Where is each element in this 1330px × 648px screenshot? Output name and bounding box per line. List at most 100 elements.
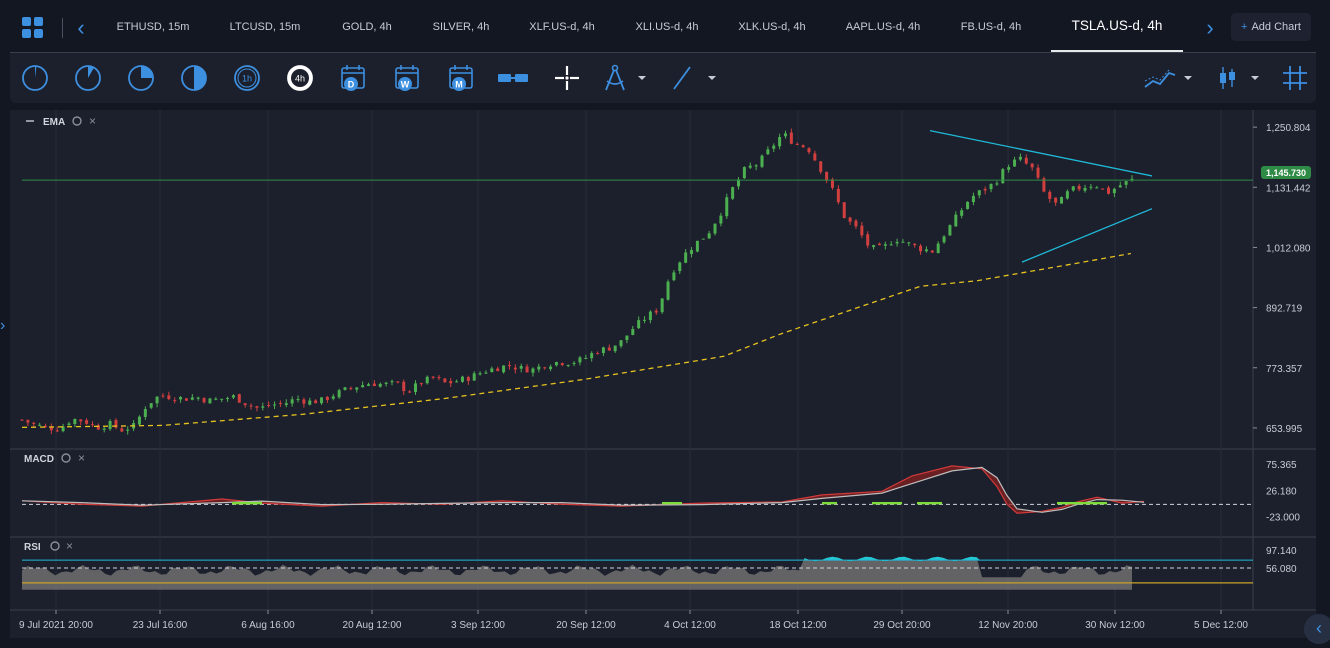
candle-body — [61, 426, 65, 432]
settings-icon[interactable] — [50, 541, 60, 551]
tab-ethusd[interactable]: ETHUSD, 15m — [116, 21, 190, 33]
candle-body — [1112, 188, 1116, 194]
candle-body — [983, 189, 987, 191]
close-icon[interactable]: × — [66, 539, 73, 553]
crosshair-icon[interactable] — [552, 63, 582, 93]
candle-body — [631, 329, 635, 335]
candle-body — [643, 319, 647, 321]
period-monthly-icon[interactable]: M — [447, 63, 477, 93]
chart-toolbar: 1h 4h D W M — [10, 53, 1316, 103]
grid-toggle-icon[interactable] — [1280, 63, 1310, 93]
candle-body — [619, 340, 623, 347]
tab-fb[interactable]: FB.US-d, 4h — [960, 21, 1022, 33]
chart-container[interactable]: EMA × MACD × RSI × 1,250.804 1,131.442 1,0… — [10, 110, 1316, 638]
tab-xli[interactable]: XLI.US-d, 4h — [635, 21, 699, 33]
candle-body — [525, 366, 529, 373]
candle-body — [742, 167, 746, 179]
candle-body — [719, 215, 723, 224]
macd-pane — [21, 465, 1253, 514]
sidebar-expand-icon[interactable]: › — [0, 317, 6, 334]
candle-body — [273, 404, 277, 406]
candle-body — [584, 357, 588, 359]
candle-body — [243, 403, 247, 406]
tab-xlk[interactable]: XLK.US-d, 4h — [738, 21, 806, 33]
apps-grid-icon[interactable] — [22, 17, 44, 39]
tab-gold[interactable]: GOLD, 4h — [342, 21, 392, 33]
settings-icon[interactable] — [61, 453, 71, 463]
candle-body — [220, 398, 224, 400]
candle-body — [284, 403, 288, 405]
time-tick-label: 20 Sep 12:00 — [556, 620, 616, 631]
candle-body — [801, 145, 805, 148]
trendline-tool-icon[interactable] — [668, 63, 720, 93]
timeframe-30m-icon[interactable] — [179, 63, 209, 93]
timeframe-4h-icon[interactable]: 4h — [285, 63, 315, 93]
tabs-scroll-left-icon[interactable]: ‹ — [77, 15, 85, 40]
vertical-gridlines — [55, 110, 1222, 610]
candle-body — [49, 427, 53, 431]
candle-body — [778, 137, 782, 147]
timeframe-1m-icon[interactable] — [20, 63, 50, 93]
tab-aapl[interactable]: AAPL.US-d, 4h — [845, 21, 921, 33]
price-chart[interactable]: EMA × MACD × RSI × 1,250.804 1,131.442 1,0… — [10, 110, 1316, 638]
candle-body — [866, 234, 870, 246]
timeframe-1h-icon[interactable]: 1h — [232, 63, 262, 93]
candle-body — [337, 390, 341, 398]
trendline-upper[interactable] — [929, 129, 1153, 177]
tab-ltcusd[interactable]: LTCUSD, 15m — [229, 21, 301, 33]
timeframe-5m-icon[interactable] — [73, 63, 103, 93]
candle-body — [672, 272, 676, 281]
candle-body — [737, 179, 741, 187]
price-tick-label: 1,012.080 — [1266, 243, 1311, 254]
tabs-scroll-right-icon[interactable]: › — [1206, 15, 1214, 40]
period-monthly-label: M — [455, 80, 463, 90]
fit-range-icon[interactable] — [497, 63, 529, 93]
candle-body — [466, 377, 470, 381]
macd-positive-bar — [822, 501, 837, 505]
candle-body — [684, 252, 688, 263]
candle-body — [872, 245, 876, 248]
ema-label: EMA — [43, 117, 65, 128]
candle-body — [760, 155, 764, 167]
period-weekly-icon[interactable]: W — [393, 63, 423, 93]
time-tick-label: 20 Aug 12:00 — [343, 620, 402, 631]
candle-body — [519, 366, 523, 369]
trendline-lower[interactable] — [1021, 208, 1153, 263]
chart-style-line-icon[interactable] — [1143, 63, 1193, 93]
period-daily-icon[interactable]: D — [339, 63, 369, 93]
candle-body — [314, 400, 318, 404]
close-icon[interactable]: × — [89, 114, 96, 128]
settings-icon[interactable] — [72, 116, 82, 126]
candle-body — [472, 373, 476, 381]
close-icon[interactable]: × — [78, 451, 85, 465]
candle-type-icon[interactable] — [1215, 63, 1261, 93]
candle-body — [261, 406, 265, 408]
price-axis: 1,250.804 1,131.442 1,012.080 892.719 773.35… — [1253, 123, 1311, 435]
candle-body — [90, 424, 94, 426]
price-tick-label: 892.719 — [1266, 304, 1303, 315]
rsi-label: RSI — [24, 542, 41, 553]
candle-body — [490, 368, 494, 373]
drawing-tools-icon[interactable] — [600, 63, 650, 93]
timeframe-15m-icon[interactable] — [126, 63, 156, 93]
candle-body — [267, 404, 271, 406]
candle-body — [731, 187, 735, 199]
tab-silver[interactable]: SILVER, 4h — [432, 21, 490, 33]
candle-body — [754, 165, 758, 167]
add-chart-button[interactable]: + Add Chart — [1231, 13, 1311, 41]
candle-body — [549, 366, 553, 370]
macd-axis: 75.365 26.180 -23.000 — [1266, 460, 1300, 523]
candle-body — [278, 403, 282, 405]
candle-body — [1124, 181, 1128, 185]
candle-body — [419, 383, 423, 385]
candle-body — [1024, 157, 1028, 164]
time-tick-label: 6 Aug 16:00 — [241, 620, 295, 631]
scroll-back-button[interactable]: ‹ — [1304, 614, 1330, 644]
macd-positive-bar — [662, 501, 682, 505]
tab-tsla[interactable]: TSLA.US-d, 4h — [1051, 0, 1183, 52]
macd-signal-line — [21, 466, 1145, 513]
tab-xlf[interactable]: XLF.US-d, 4h — [529, 21, 595, 33]
candle-body — [320, 397, 324, 404]
candle-body — [1042, 178, 1046, 192]
candle-body — [590, 353, 594, 359]
